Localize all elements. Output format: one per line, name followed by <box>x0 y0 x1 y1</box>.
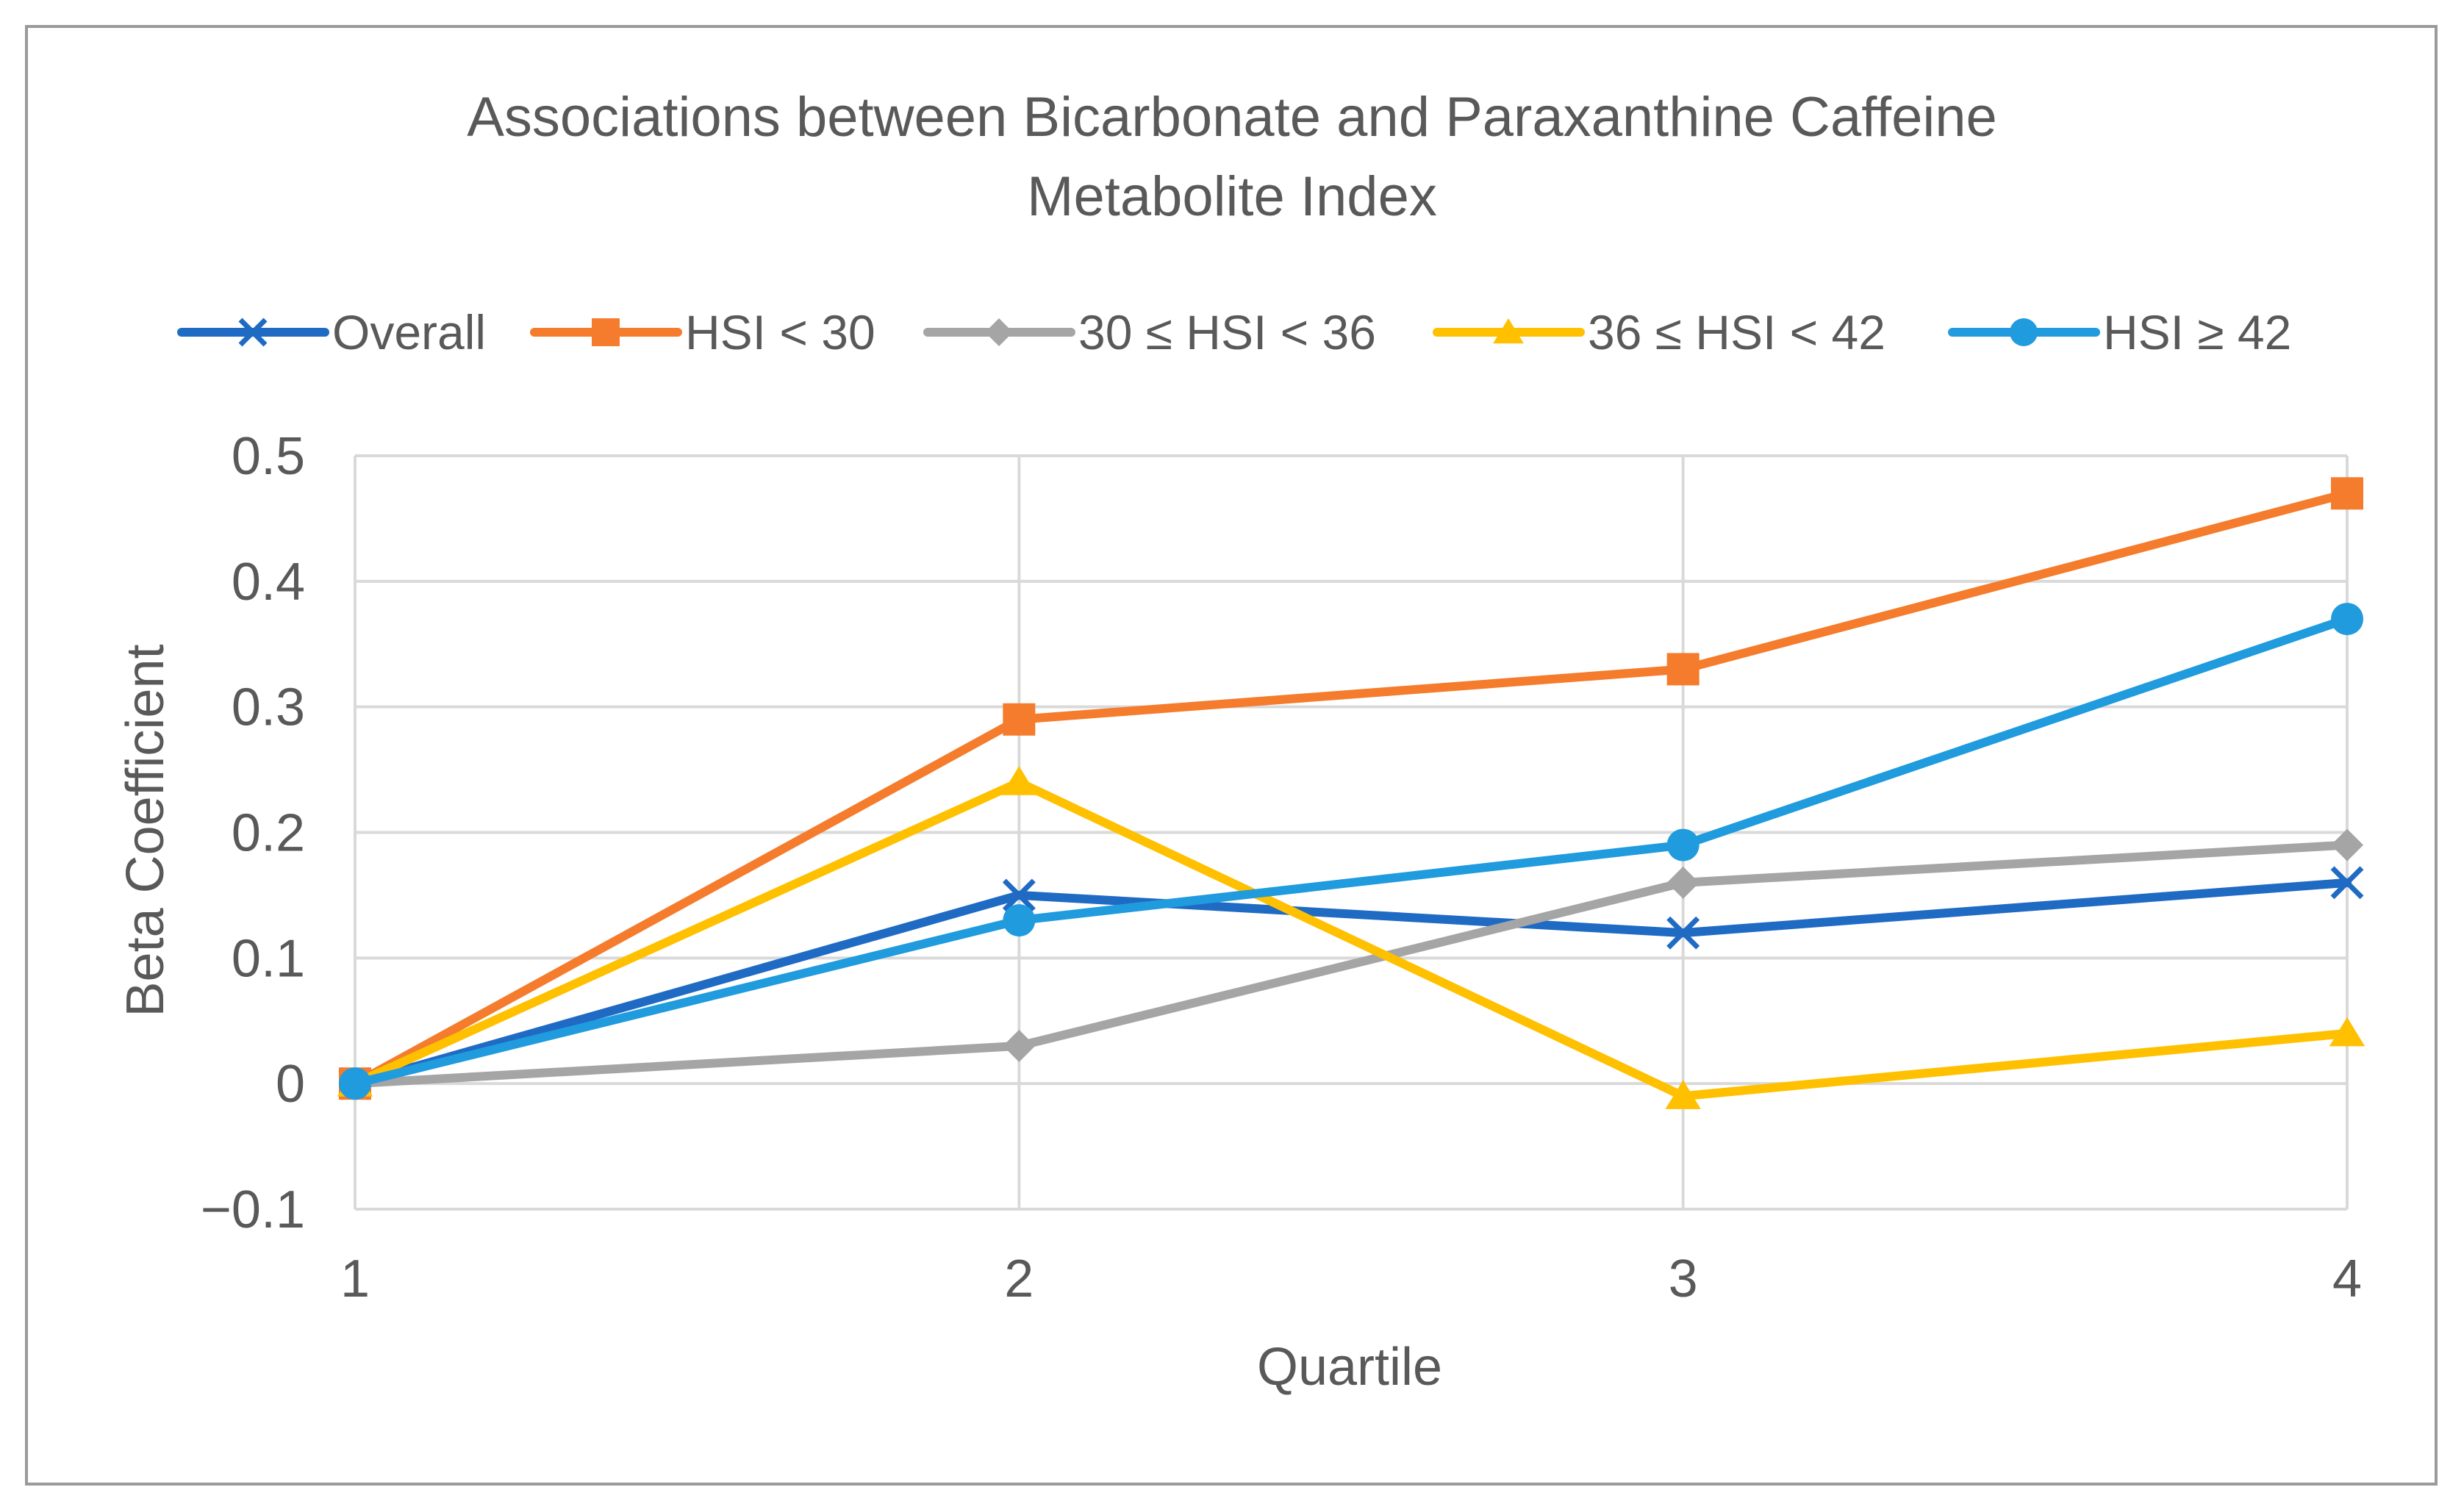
y-tick-label: 0.3 <box>232 678 305 737</box>
series-line <box>351 840 2352 1089</box>
circle-marker <box>1666 828 1700 861</box>
legend-label: HSI ≥ 42 <box>2103 305 2291 359</box>
y-tick-label: 0 <box>276 1055 305 1114</box>
diamond-marker <box>1003 1029 1036 1062</box>
legend: Overall HSI < 30 30 ≤ HSI < 36 36 ≤ HSI < 4… <box>177 305 2291 359</box>
x-axis-title: Quartile <box>1257 1338 1442 1397</box>
legend-item: 30 ≤ HSI < 36 <box>923 305 1376 359</box>
series-line <box>351 778 2352 1101</box>
circle-marker <box>2010 318 2038 346</box>
series-line <box>351 878 2352 1089</box>
series-line <box>351 615 2352 1089</box>
y-tick-label: 0.1 <box>232 929 305 988</box>
series-line <box>351 489 2352 1089</box>
y-axis-title: Beta Coefficient <box>116 645 175 1017</box>
square-marker <box>1003 703 1036 736</box>
diamond-marker <box>1666 866 1700 899</box>
x-tick-label: 1 <box>340 1250 370 1308</box>
series-36-hsi-42 <box>337 766 2365 1109</box>
circle-marker <box>339 1067 371 1100</box>
tick-layer: −0.1 0 0.1 0.2 0.3 0.4 0.5 1 2 3 4 <box>201 427 2362 1308</box>
x-marker-stroke <box>2330 866 2364 900</box>
circle-marker <box>2331 603 2363 636</box>
x-tick-label: 4 <box>2332 1250 2362 1308</box>
y-tick-label: 0.5 <box>232 427 305 486</box>
legend-item: 36 ≤ HSI < 42 <box>1433 305 1885 359</box>
x-marker-stroke <box>238 318 268 347</box>
x-marker <box>1002 878 1036 912</box>
chart-title-line-2: Metabolite Index <box>1027 165 1437 228</box>
triangle-marker <box>2329 1017 2365 1047</box>
square-marker <box>592 318 620 346</box>
legend-label: HSI < 30 <box>685 305 875 359</box>
legend-item: HSI < 30 <box>530 305 875 359</box>
x-marker-stroke <box>1666 916 1700 950</box>
legend-item: HSI ≥ 42 <box>1948 305 2291 359</box>
x-marker-stroke <box>1002 878 1036 912</box>
triangle-marker <box>1665 1080 1701 1109</box>
circle-marker <box>1003 904 1036 937</box>
legend-label: 36 ≤ HSI < 42 <box>1588 305 1885 359</box>
series-layer <box>337 477 2365 1109</box>
x-tick-label: 3 <box>1669 1250 1698 1308</box>
y-tick-label: −0.1 <box>201 1180 305 1239</box>
y-tick-label: 0.4 <box>232 553 305 612</box>
legend-item: Overall <box>177 305 486 359</box>
x-marker <box>1666 916 1700 950</box>
triangle-marker <box>1001 766 1037 795</box>
x-marker <box>238 318 268 347</box>
diamond-marker <box>2331 828 2363 861</box>
square-marker <box>2331 477 2363 510</box>
triangle-marker <box>1493 318 1524 344</box>
chart-title-line-1: Associations between Bicarbonate and Par… <box>467 86 1997 148</box>
chart-frame <box>25 25 2438 1486</box>
x-tick-label: 2 <box>1004 1250 1034 1308</box>
y-tick-label: 0.2 <box>232 804 305 863</box>
diamond-marker <box>985 318 1013 346</box>
legend-label: 30 ≤ HSI < 36 <box>1078 305 1376 359</box>
square-marker <box>1666 653 1700 686</box>
legend-label: Overall <box>332 305 486 359</box>
series-hsi-42 <box>339 603 2363 1100</box>
x-marker <box>2330 866 2364 900</box>
